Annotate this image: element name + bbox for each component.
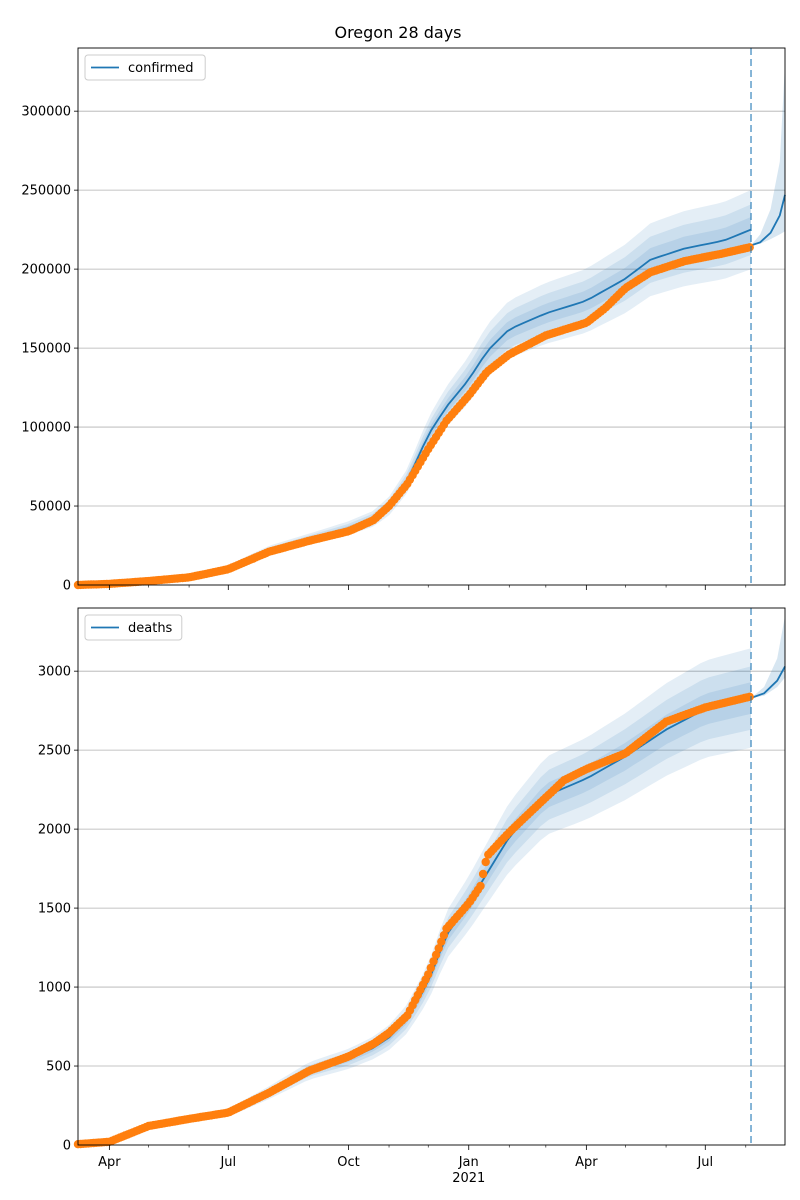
plot-area	[78, 608, 785, 1145]
confirmed-panel: 0 50000 100000 150000 200000 250000 300000 conf…	[21, 47, 786, 594]
x-tick-label: Jul	[219, 1155, 236, 1170]
observed-point	[437, 937, 446, 946]
observed-point	[424, 970, 433, 979]
deaths-panel: 0 500 1000 1500 2000 2500 3000 deaths	[38, 607, 786, 1154]
y-tick-label: 200000	[21, 263, 71, 278]
y-tick-label: 50000	[30, 500, 71, 515]
observed-point	[745, 692, 754, 701]
forecast-line	[750, 194, 786, 247]
y-tick-label: 500	[46, 1060, 71, 1075]
y-tick-label: 1500	[38, 902, 71, 917]
observed-point	[476, 881, 485, 891]
plot-frame	[77, 47, 786, 586]
x-tick-label: Jan	[458, 1155, 479, 1170]
legend-box	[84, 54, 206, 81]
y-tick-label: 100000	[21, 421, 71, 436]
observed-point	[431, 950, 441, 959]
x-tick-label: Apr	[575, 1155, 598, 1170]
forecast-band	[751, 615, 785, 698]
x-tick-label: Jul	[696, 1155, 713, 1170]
y-tick-label: 150000	[21, 342, 71, 357]
forecast-band	[751, 63, 785, 246]
legend-label: confirmed	[128, 61, 194, 76]
forecast-line	[750, 665, 786, 699]
y-tick-label: 2000	[38, 823, 71, 838]
x-tick-label: Oct	[337, 1155, 359, 1170]
observed-point	[745, 243, 754, 252]
y-tick-label: 1000	[38, 981, 71, 996]
legend-label: deaths	[128, 621, 173, 636]
x-tick-label: Apr	[98, 1155, 121, 1170]
x-axis: Apr Jul Oct Jan Apr Jul 2021	[98, 1155, 713, 1186]
plot-frame	[77, 607, 786, 1146]
chart-title: Oregon 28 days	[334, 23, 461, 42]
x-year-label: 2021	[452, 1171, 485, 1186]
confidence-band	[78, 666, 751, 1145]
observed-point	[481, 857, 490, 867]
observed-point	[478, 869, 488, 879]
y-tick-label: 250000	[21, 184, 71, 199]
observed-point	[429, 957, 438, 966]
y-tick-label: 0	[63, 579, 71, 594]
observed-point	[439, 931, 449, 940]
plot-area	[78, 48, 785, 585]
confidence-band	[78, 682, 751, 1145]
observed-point	[434, 944, 443, 953]
observed-point	[426, 963, 435, 973]
legend: confirmed	[84, 54, 206, 81]
y-tick-label: 300000	[21, 105, 71, 120]
y-tick-label: 0	[63, 1139, 71, 1154]
confidence-band	[78, 217, 751, 585]
confidence-band	[78, 204, 751, 585]
y-tick-label: 2500	[38, 744, 71, 759]
legend: deaths	[84, 614, 183, 641]
legend-box	[84, 614, 183, 641]
y-tick-label: 3000	[38, 665, 71, 680]
confidence-band	[78, 190, 751, 585]
